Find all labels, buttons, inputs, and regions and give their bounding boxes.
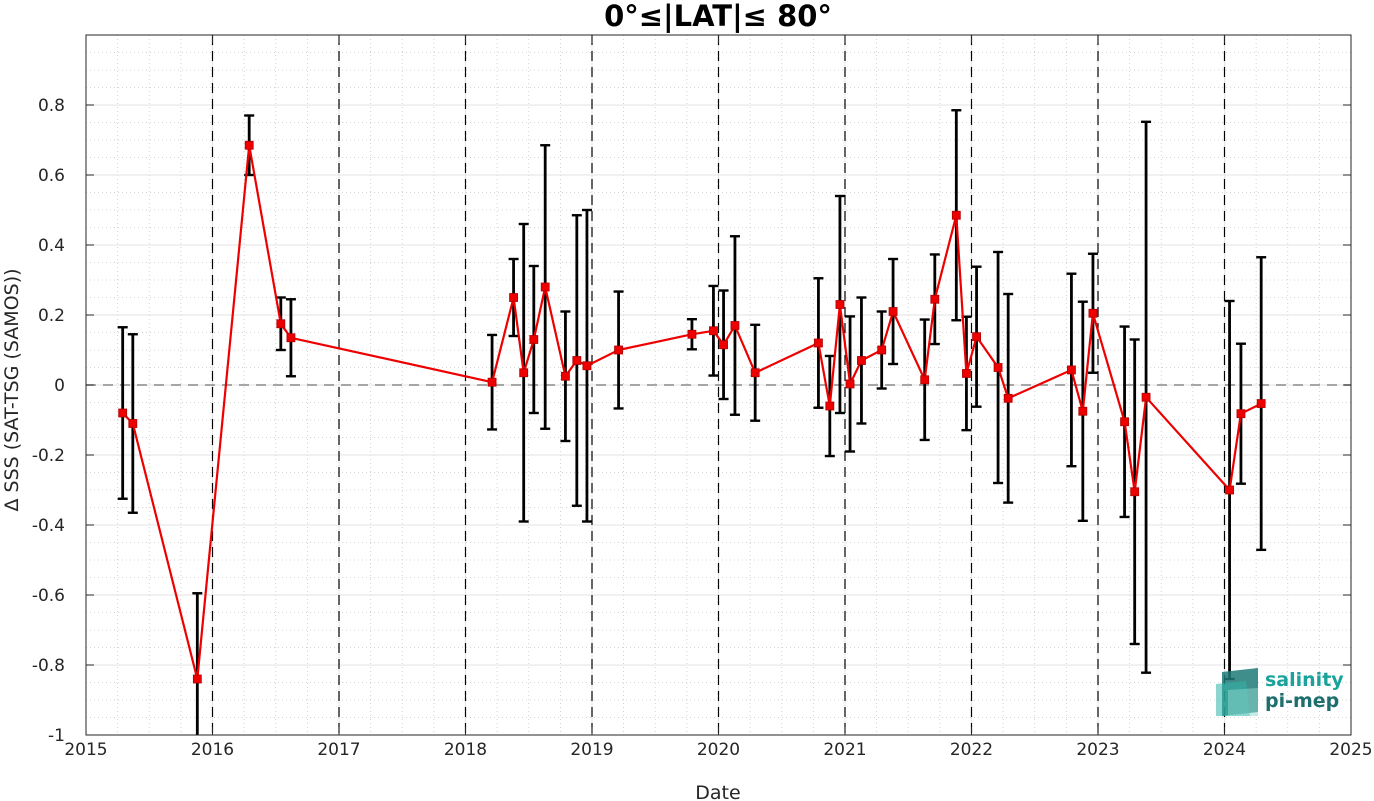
- x-tick-label: 2015: [64, 740, 107, 760]
- data-point: [1256, 399, 1266, 408]
- x-tick-label: 2021: [823, 740, 866, 760]
- data-point: [1088, 308, 1098, 318]
- y-tick-label: -0.6: [32, 586, 65, 606]
- data-point: [962, 369, 971, 378]
- y-tick-label: -0.4: [32, 516, 65, 536]
- data-point: [730, 321, 740, 330]
- data-point: [1225, 485, 1234, 495]
- data-point: [920, 375, 930, 385]
- x-tick-label: 2025: [1329, 740, 1372, 760]
- data-point: [825, 401, 835, 411]
- salinity-pi-mep-logo: salinity pi-mep: [1216, 668, 1344, 716]
- y-tick-label: -1: [48, 726, 65, 746]
- y-axis-label: Δ SSS (SAT-TSG (SAMOS)): [1, 268, 23, 511]
- data-point: [128, 419, 138, 428]
- x-tick-label: 2023: [1076, 740, 1119, 760]
- y-tick-labels: -1 -0.8 -0.6 -0.4 -0.2 0 0.2 0.4 0.6 0.8: [32, 96, 65, 746]
- data-point: [540, 282, 550, 292]
- data-point: [582, 361, 592, 371]
- logo-text-pi-mep: pi-mep: [1265, 690, 1339, 712]
- x-tick-label: 2018: [444, 740, 487, 760]
- data-point: [614, 345, 623, 355]
- data-point: [276, 319, 286, 329]
- x-tick-label: 2016: [191, 740, 234, 760]
- data-point: [993, 363, 1003, 372]
- x-tick-label: 2017: [317, 740, 360, 760]
- data-point: [1130, 487, 1140, 497]
- chart-title: 0°≤|LAT|≤ 80°: [604, 0, 832, 33]
- x-tick-label: 2020: [697, 740, 740, 760]
- data-point: [835, 300, 845, 309]
- y-tick-label: 0.8: [38, 96, 65, 116]
- x-tick-label: 2022: [950, 740, 993, 760]
- data-point: [687, 329, 697, 339]
- data-point: [972, 332, 981, 342]
- data-point: [1003, 393, 1013, 403]
- data-point: [857, 356, 866, 365]
- logo-waves-icon: [1216, 668, 1258, 716]
- y-tick-label: -0.8: [32, 656, 65, 676]
- data-point: [1078, 406, 1088, 416]
- error-bar: [192, 592, 203, 735]
- data-point: [888, 307, 898, 316]
- axis-ticks: [85, 35, 1352, 736]
- x-tick-label: 2024: [1203, 740, 1246, 760]
- data-point: [572, 356, 582, 365]
- data-point: [244, 140, 254, 150]
- data-point: [930, 294, 940, 304]
- data-point: [1120, 417, 1129, 427]
- y-tick-label: 0.6: [38, 166, 65, 186]
- y-tick-label: 0.4: [38, 236, 65, 256]
- logo-text-salinity: salinity: [1265, 669, 1344, 691]
- data-point: [519, 368, 529, 378]
- data-point: [750, 368, 760, 378]
- year-dividers: [211, 35, 1226, 735]
- y-tick-label: 0: [54, 376, 65, 396]
- data-point: [487, 377, 497, 387]
- data-point: [509, 293, 518, 302]
- data-point: [118, 408, 128, 418]
- y-tick-label: -0.2: [32, 446, 65, 466]
- data-point: [192, 674, 202, 684]
- data-point: [709, 326, 718, 336]
- data-point: [951, 210, 961, 220]
- data-point: [1067, 365, 1076, 375]
- data-point: [845, 379, 855, 389]
- data-point: [877, 345, 887, 355]
- data-point: [1236, 409, 1246, 419]
- data-point: [561, 371, 570, 381]
- data-series: [118, 140, 1266, 684]
- data-point: [286, 333, 296, 343]
- x-tick-labels: 2015 2016 2017 2018 2019 2020 2021 2022 2023 2024…: [64, 740, 1372, 760]
- data-point: [719, 340, 728, 350]
- data-point: [529, 335, 539, 344]
- data-point: [1141, 392, 1151, 402]
- x-axis-label: Date: [695, 782, 740, 801]
- x-tick-label: 2019: [570, 740, 613, 760]
- data-point: [814, 338, 823, 348]
- y-tick-label: 0.2: [38, 306, 65, 326]
